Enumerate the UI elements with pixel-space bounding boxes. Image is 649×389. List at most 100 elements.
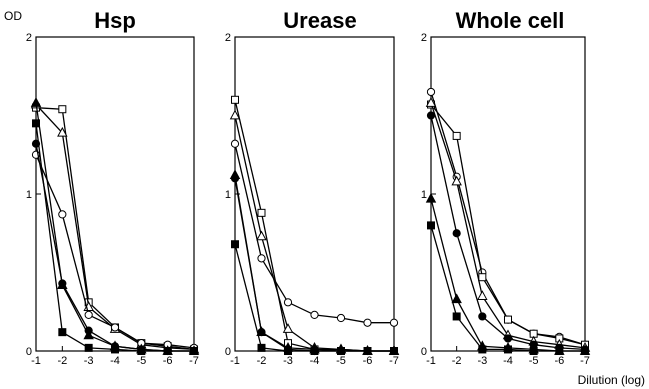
chart-title: Whole cell	[456, 8, 565, 33]
series-filled-square	[32, 119, 198, 355]
chart-title: Hsp	[94, 8, 136, 33]
data-point	[111, 345, 119, 354]
x-tick-label: -6	[363, 355, 373, 367]
x-tick-label: -2	[57, 355, 67, 367]
data-point	[257, 328, 266, 337]
data-point	[257, 208, 266, 217]
x-tick-label: -7	[580, 355, 590, 367]
y-tick-label: 1	[26, 189, 32, 201]
x-axis-label: Dilution (log)	[578, 373, 645, 387]
x-tick-label: -4	[503, 355, 513, 367]
data-point	[58, 210, 67, 219]
x-tick-label: -5	[136, 355, 146, 367]
data-point	[58, 328, 67, 337]
data-point	[229, 109, 241, 120]
y-tick-label: 1	[421, 189, 427, 201]
data-point	[284, 347, 292, 355]
x-tick-label: -7	[389, 355, 399, 367]
data-point	[257, 254, 266, 263]
y-axis-label: OD	[4, 9, 22, 23]
series-line	[35, 123, 194, 352]
series-filled-square	[427, 221, 589, 355]
data-point	[110, 323, 120, 332]
x-tick-label: -1	[31, 355, 41, 367]
data-point	[363, 318, 372, 327]
data-point	[478, 345, 487, 354]
data-point	[310, 347, 319, 355]
data-point	[478, 312, 487, 321]
x-tick-label: -3	[283, 355, 293, 367]
data-point	[230, 174, 240, 183]
data-point	[452, 229, 461, 238]
series-filled-triangle	[30, 97, 200, 355]
series-open-square	[427, 100, 589, 349]
series-line	[35, 154, 195, 349]
plot-frame	[234, 36, 395, 352]
x-tick-label: -2	[257, 355, 267, 367]
x-tick-label: -3	[477, 355, 487, 367]
data-point	[390, 347, 398, 355]
y-tick-label: 0	[225, 346, 231, 358]
panel-1: Hsp OD 0 1 2 -1 -2 -3 -4 -5 -6 -7	[4, 8, 200, 367]
data-point	[425, 97, 437, 107]
data-point	[452, 131, 461, 140]
panel-2: Urease 0 1 2 -1 -2 -3 -4 -5 -6 -7	[225, 8, 400, 367]
data-point	[310, 310, 319, 319]
data-point	[529, 347, 538, 355]
x-tick-label: -6	[163, 355, 173, 367]
x-tick-label: -5	[529, 355, 539, 367]
data-point	[282, 323, 294, 333]
series-line	[234, 143, 394, 324]
data-point	[30, 97, 42, 107]
data-point	[555, 347, 564, 355]
data-point	[137, 347, 146, 355]
y-tick-label: 0	[26, 346, 32, 358]
data-point	[451, 293, 462, 304]
data-point	[478, 273, 487, 282]
data-point	[190, 347, 198, 355]
x-tick-label: -7	[189, 355, 199, 367]
data-point	[283, 298, 293, 307]
y-tick-label: 2	[26, 32, 32, 44]
x-tick-label: -6	[554, 355, 564, 367]
data-point	[427, 221, 435, 230]
data-point	[426, 87, 436, 97]
x-tick-label: -2	[452, 355, 462, 367]
data-point	[32, 119, 40, 128]
data-point	[163, 347, 172, 355]
data-point	[57, 126, 68, 137]
data-point	[230, 139, 240, 148]
data-point	[231, 240, 239, 249]
data-point	[337, 347, 345, 355]
series-line	[35, 143, 194, 352]
x-tick-label: -1	[426, 355, 436, 367]
x-tick-label: -5	[336, 355, 346, 367]
y-tick-label: 1	[225, 189, 231, 201]
data-point	[231, 95, 239, 104]
x-tick-label: -4	[310, 355, 320, 367]
series-open-triangle	[425, 97, 591, 352]
y-tick-label: 2	[225, 32, 231, 44]
data-point	[84, 326, 93, 335]
plot-frame	[35, 36, 195, 352]
x-tick-label: -1	[230, 355, 240, 367]
data-point	[451, 175, 462, 186]
y-tick-label: 0	[421, 346, 427, 358]
y-tick-label: 2	[421, 32, 427, 44]
data-point	[452, 312, 461, 321]
panel-3: Whole cell 0 1 2 -1 -2 -3 -4 -5 -6 -7 Dilution (log…	[421, 8, 645, 387]
x-tick-label: -4	[110, 355, 120, 367]
series-open-triangle	[30, 98, 200, 354]
series-filled-square	[231, 240, 398, 355]
data-point	[503, 334, 513, 343]
data-point	[256, 230, 267, 241]
series-open-square	[32, 103, 198, 354]
data-point	[504, 345, 512, 354]
data-point	[425, 192, 437, 203]
data-point	[389, 318, 399, 327]
x-tick-label: -3	[84, 355, 94, 367]
data-point	[257, 343, 266, 352]
data-point	[58, 279, 67, 288]
data-point	[84, 310, 93, 319]
